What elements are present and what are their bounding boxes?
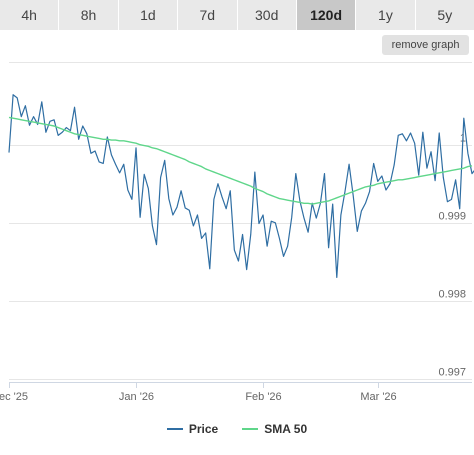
x-tick-label: Jan '26 <box>119 391 154 403</box>
legend-label-sma: SMA 50 <box>264 422 308 436</box>
tab-4h[interactable]: 4h <box>0 0 60 30</box>
tab-7d[interactable]: 7d <box>178 0 238 30</box>
x-tick-label: Mar '26 <box>360 391 396 403</box>
y-tick-label: 0.999 <box>438 211 466 223</box>
timeframe-tabs: 4h 8h 1d 7d 30d 120d 1y 5y <box>0 0 474 30</box>
remove-graph-button[interactable]: remove graph <box>382 35 469 55</box>
legend-swatch-price <box>166 428 183 430</box>
y-tick-label: 0.997 <box>438 367 466 379</box>
legend-item-price[interactable]: Price <box>166 422 219 436</box>
sma-series-line <box>8 116 473 205</box>
tab-5y[interactable]: 5y <box>415 0 474 30</box>
chart-legend: Price SMA 50 <box>0 420 474 438</box>
price-series-line <box>8 94 474 279</box>
x-tick-label: Dec '25 <box>0 391 28 403</box>
tab-1d[interactable]: 1d <box>118 0 179 30</box>
tab-120d[interactable]: 120d <box>296 0 357 30</box>
legend-swatch-sma <box>242 428 259 430</box>
tab-30d[interactable]: 30d <box>237 0 297 30</box>
tab-1y[interactable]: 1y <box>356 0 416 30</box>
legend-item-sma[interactable]: SMA 50 <box>242 422 307 436</box>
tab-8h[interactable]: 8h <box>59 0 119 30</box>
y-tick-label: 0.998 <box>438 289 466 301</box>
x-tick-label: Feb '26 <box>245 391 281 403</box>
legend-label-price: Price <box>188 422 219 436</box>
